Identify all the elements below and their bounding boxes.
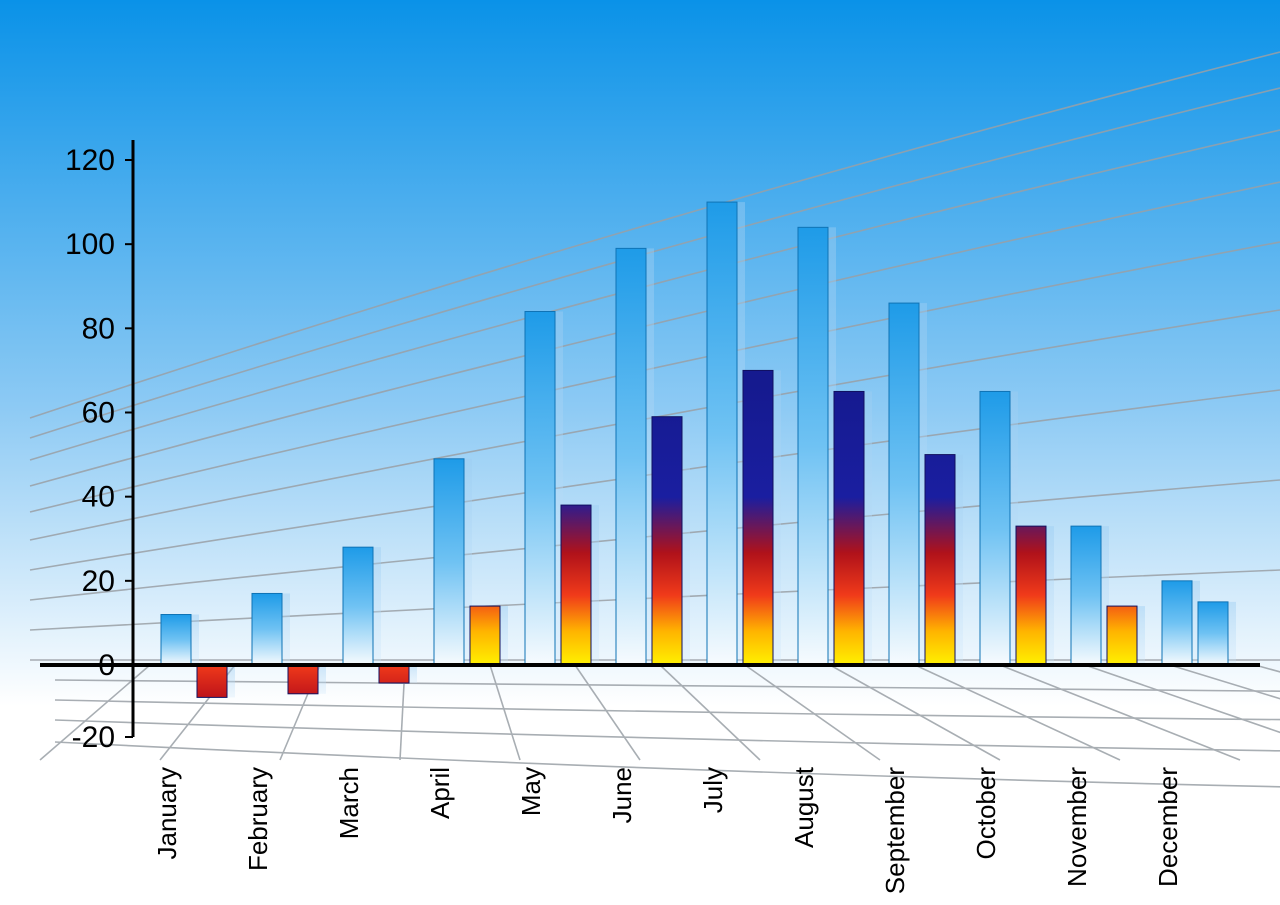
bar-secondary bbox=[379, 665, 409, 683]
bar-primary bbox=[343, 547, 373, 665]
bar-secondary bbox=[925, 455, 955, 665]
bar-primary bbox=[1162, 581, 1192, 665]
bar-secondary bbox=[1107, 606, 1137, 665]
y-tick-label: 100 bbox=[65, 228, 115, 261]
x-tick-label: December bbox=[1153, 767, 1183, 887]
bar-secondary bbox=[561, 505, 591, 665]
x-tick-label: May bbox=[516, 767, 546, 816]
bar-primary bbox=[434, 459, 464, 665]
y-tick-label: 120 bbox=[65, 144, 115, 177]
y-tick-label: 20 bbox=[82, 565, 115, 598]
bar-secondary bbox=[470, 606, 500, 665]
x-tick-label: November bbox=[1062, 767, 1092, 887]
bar-primary bbox=[980, 391, 1010, 665]
bar-secondary bbox=[288, 665, 318, 694]
x-tick-label: April bbox=[425, 767, 455, 819]
x-tick-label: July bbox=[698, 767, 728, 813]
bar-secondary bbox=[652, 417, 682, 665]
bar-secondary bbox=[197, 665, 227, 697]
bar-primary bbox=[889, 303, 919, 665]
bar-primary bbox=[525, 312, 555, 666]
x-tick-label: September bbox=[880, 767, 910, 895]
y-tick-label: 60 bbox=[82, 397, 115, 430]
x-tick-label: January bbox=[152, 767, 182, 860]
x-tick-label: March bbox=[334, 767, 364, 839]
bar-secondary bbox=[743, 370, 773, 665]
y-tick-label: 40 bbox=[82, 481, 115, 514]
y-tick-label: 0 bbox=[98, 649, 115, 682]
x-tick-label: June bbox=[607, 767, 637, 823]
chart-container: -20 0 20 40 60 80 100 120 January February March Ap… bbox=[0, 0, 1280, 905]
bar-primary bbox=[1071, 526, 1101, 665]
bar-secondary bbox=[834, 391, 864, 665]
bar-primary bbox=[161, 615, 191, 666]
bar-primary bbox=[798, 227, 828, 665]
x-tick-label: August bbox=[789, 766, 819, 848]
bar-primary bbox=[616, 248, 646, 665]
bar-secondary bbox=[1016, 526, 1046, 665]
y-tick-label: 80 bbox=[82, 312, 115, 345]
bar-secondary bbox=[1198, 602, 1228, 665]
x-tick-label: October bbox=[971, 767, 1001, 860]
y-tick-label: -20 bbox=[72, 721, 115, 754]
bar-primary bbox=[252, 593, 282, 665]
x-tick-label: February bbox=[243, 767, 273, 871]
monthly-bar-chart: -20 0 20 40 60 80 100 120 January February March Ap… bbox=[0, 0, 1280, 905]
bar-primary bbox=[707, 202, 737, 665]
